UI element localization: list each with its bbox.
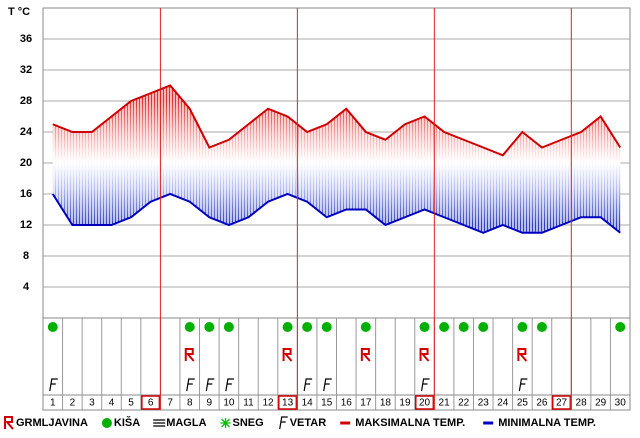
rain-icon (321, 322, 332, 332)
rain-icon (419, 322, 430, 332)
day-label: 18 (380, 398, 392, 409)
wind-icon (323, 378, 332, 392)
day-label: 30 (615, 398, 627, 409)
day-label: 5 (128, 398, 134, 409)
y-tick-label: 12 (20, 219, 32, 231)
day-label: 27 (556, 398, 568, 409)
day-label: 1 (50, 398, 56, 409)
legend-icon (4, 416, 14, 430)
day-label: 15 (321, 398, 333, 409)
sunday-box (415, 395, 435, 410)
day-label: 12 (262, 398, 274, 409)
rain-icon (47, 322, 58, 332)
day-label: 14 (302, 398, 314, 409)
legend-icon (220, 418, 231, 428)
rain-icon (615, 322, 626, 332)
legend-label: VETAR (290, 417, 327, 429)
day-label: 23 (478, 398, 490, 409)
rain-icon (184, 322, 195, 332)
day-label: 26 (536, 398, 548, 409)
day-label: 6 (148, 398, 154, 409)
y-axis-label: T °C (8, 6, 30, 18)
y-tick-label: 36 (20, 33, 32, 45)
day-label: 29 (595, 398, 607, 409)
storm-icon (184, 348, 195, 362)
storm-icon (360, 348, 371, 362)
legend-label: MAKSIMALNA TEMP. (355, 417, 465, 429)
rain-icon (302, 322, 313, 332)
y-tick-label: 4 (23, 281, 30, 293)
legend-label: KIŠA (114, 416, 140, 429)
day-label: 4 (109, 398, 115, 409)
day-label: 16 (341, 398, 353, 409)
storm-icon (419, 348, 430, 362)
legend-label: GRMLJAVINA (16, 417, 88, 429)
storm-icon (517, 348, 528, 362)
wind-icon (225, 378, 234, 392)
legend-label: MAGLA (166, 417, 206, 429)
y-tick-label: 32 (20, 64, 32, 76)
wind-icon (49, 378, 58, 392)
sunday-box (278, 395, 298, 410)
legend-label: SNEG (233, 417, 264, 429)
day-label: 25 (517, 398, 529, 409)
sunday-box (551, 395, 572, 410)
rain-icon (478, 322, 489, 332)
band-hatch (53, 85, 619, 233)
y-tick-label: 20 (20, 157, 32, 169)
rain-icon (517, 322, 528, 332)
legend-icon (101, 418, 112, 428)
day-label: 24 (497, 398, 509, 409)
legend-icon (153, 419, 166, 427)
sunday-box (141, 395, 161, 410)
wind-icon (186, 378, 195, 392)
wind-icon (420, 378, 430, 392)
legend-icon (279, 416, 288, 430)
temperature-line (52, 84, 622, 157)
wind-icon (303, 378, 313, 392)
day-label: 11 (243, 398, 254, 409)
day-label: 20 (419, 398, 431, 409)
rain-icon (360, 322, 371, 332)
legend-label: MINIMALNA TEMP. (498, 417, 596, 429)
y-tick-label: 24 (20, 126, 33, 138)
temperature-line (51, 192, 621, 234)
day-label: 2 (70, 398, 76, 409)
day-label: 3 (89, 398, 95, 409)
rain-icon (536, 322, 547, 332)
day-label: 8 (187, 398, 193, 409)
rain-icon (439, 322, 450, 332)
day-label: 10 (223, 398, 235, 409)
day-label: 17 (360, 398, 372, 409)
rain-icon (458, 322, 469, 332)
day-label: 28 (576, 398, 588, 409)
wind-icon (518, 378, 528, 392)
y-tick-label: 16 (20, 188, 32, 200)
rain-icon (282, 322, 293, 332)
day-label: 22 (458, 398, 470, 409)
storm-icon (282, 348, 293, 362)
rain-icon (204, 322, 215, 332)
day-label: 19 (399, 398, 411, 409)
rain-icon (223, 322, 234, 332)
day-label: 9 (207, 398, 213, 409)
day-label: 21 (439, 398, 451, 409)
y-tick-label: 28 (20, 95, 32, 107)
wind-icon (205, 378, 215, 392)
day-label: 7 (167, 398, 173, 409)
day-label: 13 (282, 398, 294, 409)
y-tick-label: 8 (23, 250, 29, 262)
